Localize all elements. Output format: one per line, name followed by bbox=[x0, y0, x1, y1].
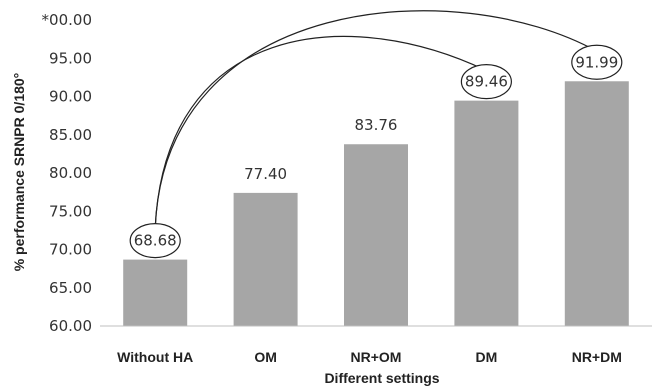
bar bbox=[233, 192, 298, 326]
x-axis: Without HA OM NR+OM DM NR+DM bbox=[100, 325, 652, 365]
label-circle bbox=[129, 222, 181, 259]
comparison-arc bbox=[154, 10, 598, 228]
annotations-group: 68.68 77.40 83.76 89.46 91.99 bbox=[129, 10, 623, 259]
x-tick-label: Without HA bbox=[117, 349, 193, 365]
y-axis: 60.00 65.00 70.00 75.00 80.00 85.00 90.00 95.00… bbox=[42, 11, 92, 335]
x-tick-label: NR+DM bbox=[572, 349, 622, 365]
y-tick-label: 65.00 bbox=[49, 279, 92, 297]
y-tick-label: *00.00 bbox=[42, 11, 92, 29]
x-tick-label: DM bbox=[476, 349, 498, 365]
x-axis-title: Different settings bbox=[324, 370, 439, 386]
y-tick-label: 70.00 bbox=[49, 241, 92, 259]
data-label: 77.40 bbox=[244, 165, 287, 183]
y-tick-label: 60.00 bbox=[49, 317, 92, 335]
data-label: 68.68 bbox=[134, 232, 177, 250]
y-tick-label: 80.00 bbox=[49, 164, 92, 182]
bar bbox=[123, 259, 188, 326]
y-tick-label: 75.00 bbox=[49, 202, 92, 220]
y-tick-label: 95.00 bbox=[49, 49, 92, 67]
bars-group bbox=[123, 81, 629, 327]
bar bbox=[344, 144, 408, 326]
bar bbox=[564, 81, 629, 327]
x-tick-label: OM bbox=[254, 349, 277, 365]
y-tick-label: 85.00 bbox=[49, 126, 92, 144]
label-circle bbox=[460, 64, 512, 100]
comparison-arc bbox=[154, 35, 487, 228]
data-label: 89.46 bbox=[465, 73, 508, 91]
data-label: 91.99 bbox=[575, 53, 618, 71]
x-tick-label: NR+OM bbox=[351, 349, 402, 365]
label-circle bbox=[571, 44, 623, 80]
bar bbox=[454, 100, 519, 326]
y-tick-label: 90.00 bbox=[49, 88, 92, 106]
data-label: 83.76 bbox=[355, 116, 398, 134]
y-axis-title: % performance SRNPR 0/180° bbox=[11, 73, 27, 272]
